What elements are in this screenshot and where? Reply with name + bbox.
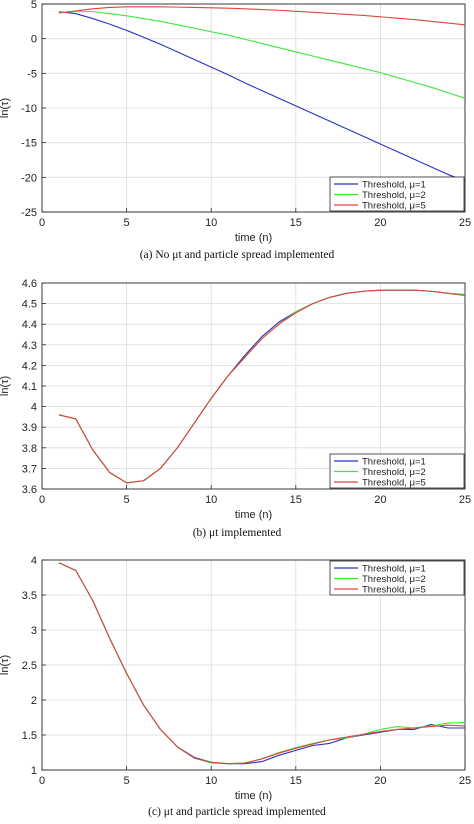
x-tick-label: 20 — [374, 217, 386, 229]
chart-panel-a: 0 5 10 15 20 25 5 0 -5 -10 -15 -20 -25 time (n) ln(τ) T… — [0, 0, 471, 261]
x-tick-label: 25 — [459, 217, 471, 229]
x-axis-label: time (n) — [235, 790, 272, 802]
legend-label-mu2: Threshold, μ=2 — [362, 574, 426, 585]
x-tick-label: 10 — [205, 217, 217, 229]
y-tick-label: 1.5 — [22, 730, 37, 742]
y-tick-label: -25 — [21, 207, 37, 219]
y-tick-label: 4.6 — [22, 278, 37, 290]
y-tick-label: -5 — [27, 68, 37, 80]
x-tick-label: 0 — [39, 494, 45, 506]
x-tick-label: 25 — [459, 494, 471, 506]
y-tick-label: 4.4 — [22, 319, 37, 331]
series-line-mu2 — [58, 11, 466, 99]
y-tick-label: 3.9 — [22, 422, 37, 434]
y-tick-label: -15 — [21, 138, 37, 150]
y-tick-label: 1 — [31, 765, 37, 777]
legend-label-mu2: Threshold, μ=2 — [362, 467, 426, 478]
x-tick-label: 20 — [374, 494, 386, 506]
series-line-mu1 — [58, 11, 466, 182]
y-tick-label: 4 — [31, 555, 37, 567]
legend-label-mu2: Threshold, μ=2 — [362, 190, 426, 201]
x-tick-label: 20 — [374, 775, 386, 787]
y-tick-label: 4.3 — [22, 340, 37, 352]
series-line-mu5 — [58, 289, 466, 484]
x-tick-label: 10 — [205, 494, 217, 506]
chart-panel-c: 0 5 10 15 20 25 4 3.5 3 2.5 2 1.5 1 time (n) ln(τ) Thre… — [0, 555, 471, 818]
y-axis-label: ln(τ) — [0, 655, 11, 675]
panel-caption: (b) μt implemented — [193, 527, 282, 539]
x-tick-label: 15 — [290, 775, 302, 787]
y-tick-label: 4.1 — [22, 381, 37, 393]
x-tick-label: 5 — [124, 775, 130, 787]
x-tick-label: 0 — [39, 775, 45, 787]
y-tick-label: 3.5 — [22, 590, 37, 602]
y-tick-label: 0 — [31, 34, 37, 46]
x-tick-label: 5 — [124, 494, 130, 506]
x-tick-label: 15 — [290, 494, 302, 506]
y-tick-label: -10 — [21, 103, 37, 115]
y-axis-label: ln(τ) — [0, 98, 11, 118]
legend-label-mu5: Threshold, μ=5 — [362, 200, 426, 211]
y-tick-label: 4.5 — [22, 299, 37, 311]
y-tick-label: 4 — [31, 402, 37, 414]
x-axis-label: time (n) — [235, 509, 272, 521]
series-line-mu5 — [58, 562, 466, 765]
legend-label-mu1: Threshold, μ=1 — [362, 179, 426, 190]
y-tick-label: -20 — [21, 172, 37, 184]
legend-label-mu5: Threshold, μ=5 — [362, 584, 426, 595]
y-axis-label: ln(τ) — [0, 376, 11, 396]
y-tick-label: 3.7 — [22, 463, 37, 475]
legend-label-mu1: Threshold, μ=1 — [362, 456, 426, 467]
x-axis-label: time (n) — [235, 232, 272, 244]
legend-label-mu5: Threshold, μ=5 — [362, 477, 426, 488]
panel-caption: (a) No μt and particle spread implemente… — [140, 249, 335, 261]
x-tick-label: 10 — [205, 775, 217, 787]
y-tick-label: 3.6 — [22, 484, 37, 496]
y-tick-label: 4.2 — [22, 360, 37, 372]
y-tick-label: 2.5 — [22, 660, 37, 672]
x-tick-label: 25 — [459, 775, 471, 787]
x-tick-label: 5 — [124, 217, 130, 229]
series-line-mu5 — [58, 6, 466, 26]
y-tick-label: 3.8 — [22, 443, 37, 455]
y-tick-label: 3 — [31, 625, 37, 637]
x-tick-label: 0 — [39, 217, 45, 229]
y-tick-label: 2 — [31, 695, 37, 707]
panel-caption: (c) μt and particle spread implemented — [148, 806, 326, 818]
y-tick-label: 5 — [31, 0, 37, 11]
x-tick-label: 15 — [290, 217, 302, 229]
chart-panel-b: 0 5 10 15 20 25 4.6 4.5 4.4 4.3 4.2 4.1 4 3.9 3.8 3.7 3.… — [0, 278, 471, 539]
legend-label-mu1: Threshold, μ=1 — [362, 563, 426, 574]
